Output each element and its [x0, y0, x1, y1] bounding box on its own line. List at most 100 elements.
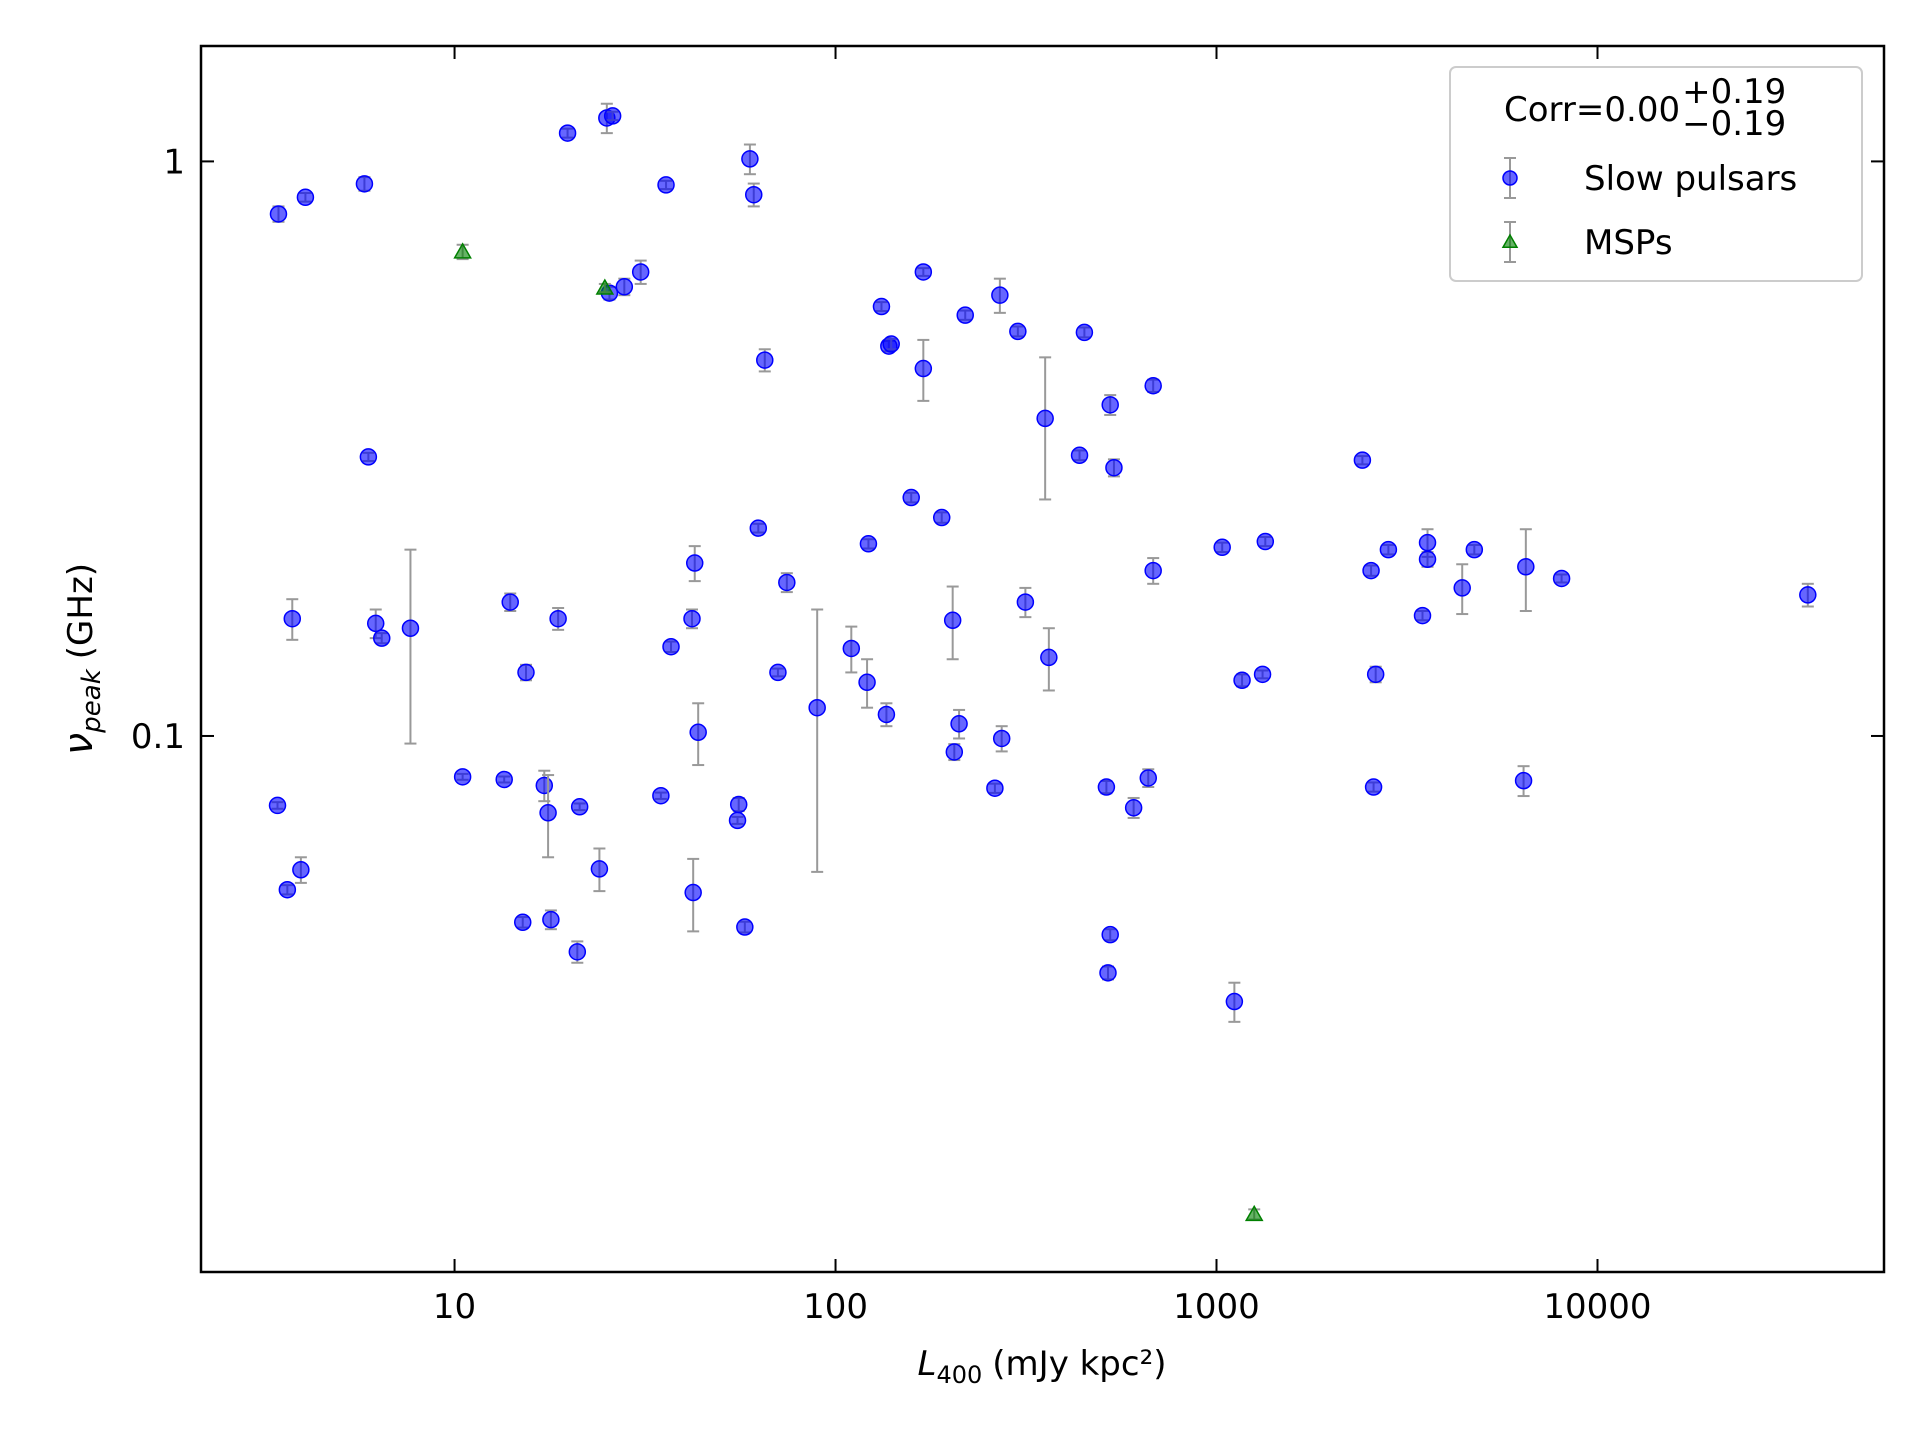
error-bar	[811, 608, 824, 873]
marker	[902, 488, 920, 507]
marker	[1213, 538, 1231, 557]
marker	[615, 278, 634, 296]
marker	[269, 205, 288, 223]
x-label-unit: (mJy kpc²)	[992, 1344, 1166, 1384]
x-tick-label: 10000	[1543, 1287, 1651, 1327]
marker	[1256, 532, 1275, 551]
marker	[914, 263, 933, 281]
plot-frame	[199, 44, 1886, 1274]
marker	[1144, 561, 1162, 580]
legend-box	[1449, 66, 1863, 282]
y-label-symbol: ν	[56, 733, 102, 755]
marker	[858, 673, 876, 692]
x-tick-label: 10	[433, 1287, 476, 1327]
marker	[535, 776, 554, 795]
marker	[501, 593, 519, 611]
x-tick-label: 1000	[1173, 1287, 1260, 1327]
marker	[1418, 550, 1437, 569]
legend-label: MSPs	[1584, 223, 1673, 263]
marker	[1799, 586, 1817, 604]
x-label-symbol: L	[918, 1344, 937, 1384]
marker	[683, 609, 701, 628]
marker	[1413, 606, 1432, 625]
marker	[769, 663, 787, 682]
marker	[756, 351, 774, 369]
y-label-subscript: peak	[77, 668, 107, 733]
marker	[1225, 992, 1244, 1011]
marker	[1364, 778, 1383, 796]
marker	[1075, 323, 1094, 342]
marker	[595, 278, 615, 295]
marker	[657, 176, 675, 194]
marker	[1501, 233, 1519, 248]
legend-label: Slow pulsars	[1584, 159, 1797, 199]
marker	[1097, 778, 1116, 796]
x-tick-label: 100	[803, 1287, 868, 1327]
y-axis-label: νpeak (GHz)	[56, 563, 107, 755]
marker	[513, 913, 532, 932]
marker	[268, 796, 287, 815]
marker	[932, 508, 951, 527]
marker	[1253, 665, 1272, 684]
marker	[744, 185, 763, 204]
marker	[872, 297, 891, 316]
marker	[1244, 1204, 1264, 1222]
marker	[685, 554, 704, 572]
marker	[859, 535, 878, 553]
marker	[1040, 648, 1058, 667]
marker	[1099, 964, 1117, 982]
marker	[1105, 458, 1123, 477]
marker	[539, 804, 557, 822]
marker	[877, 705, 896, 724]
marker	[453, 242, 472, 259]
y-tick-label: 1	[163, 142, 185, 182]
marker	[991, 286, 1009, 304]
marker	[590, 860, 609, 878]
y-label-unit: (GHz)	[61, 563, 101, 659]
marker	[992, 729, 1011, 748]
marker	[296, 188, 315, 207]
marker	[736, 918, 754, 936]
marker	[631, 263, 650, 281]
marker	[1514, 771, 1533, 790]
marker	[1144, 376, 1162, 395]
marker	[603, 107, 622, 125]
marker	[372, 629, 391, 647]
marker	[542, 910, 560, 929]
marker	[558, 124, 577, 142]
marker	[1379, 540, 1398, 559]
x-label-subscript: 400	[936, 1361, 982, 1389]
marker	[283, 609, 302, 628]
marker	[355, 175, 374, 193]
marker	[1101, 925, 1119, 944]
marker	[943, 611, 962, 630]
marker	[366, 614, 385, 633]
marker	[914, 359, 933, 378]
marker	[652, 786, 670, 805]
marker	[292, 861, 310, 879]
marker	[1465, 540, 1484, 559]
marker	[945, 743, 964, 761]
marker	[684, 883, 702, 902]
marker	[1362, 561, 1380, 580]
y-tick-label: 0.1	[131, 717, 185, 757]
marker	[278, 880, 297, 899]
error-bar	[1039, 356, 1052, 501]
legend-title-upper: +0.19	[1682, 72, 1786, 112]
marker	[1353, 451, 1372, 469]
marker	[808, 698, 826, 717]
marker	[950, 715, 968, 733]
marker	[1502, 170, 1518, 186]
marker	[689, 723, 707, 742]
legend-title-lower: −0.19	[1682, 104, 1786, 144]
marker	[517, 663, 535, 682]
marker	[1101, 396, 1119, 414]
marker	[359, 448, 378, 466]
x-axis-label: L400 (mJy kpc²)	[918, 1344, 1167, 1389]
marker	[1139, 769, 1158, 787]
marker	[495, 770, 513, 789]
legend-item: Slow pulsars	[1502, 157, 1797, 199]
marker	[1552, 569, 1571, 588]
marker	[986, 779, 1004, 797]
